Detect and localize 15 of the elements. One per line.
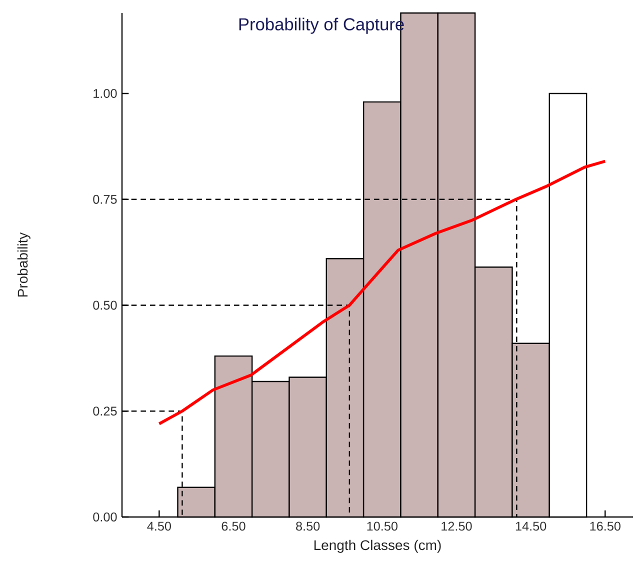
y-tick-label: 0.00 — [93, 512, 117, 522]
x-tick-label: 12.50 — [442, 522, 472, 531]
y-tick-label: 0.25 — [93, 406, 117, 416]
y-tick-label: 1.00 — [94, 88, 117, 98]
y-axis-title: Probability — [17, 232, 30, 297]
x-axis-title: Length Classes (cm) — [314, 540, 441, 553]
y-tick-label: 0.50 — [93, 300, 117, 310]
x-tick-label: 4.50 — [147, 522, 171, 531]
x-tick-label: 8.50 — [296, 522, 320, 531]
x-tick-label: 10.50 — [367, 522, 398, 531]
x-tick-label: 6.50 — [222, 522, 246, 531]
x-tick-label: 16.50 — [590, 522, 620, 531]
line-series — [158, 160, 607, 426]
x-tick-label: 14.50 — [516, 522, 546, 531]
y-tick-label: 0.75 — [93, 194, 117, 204]
